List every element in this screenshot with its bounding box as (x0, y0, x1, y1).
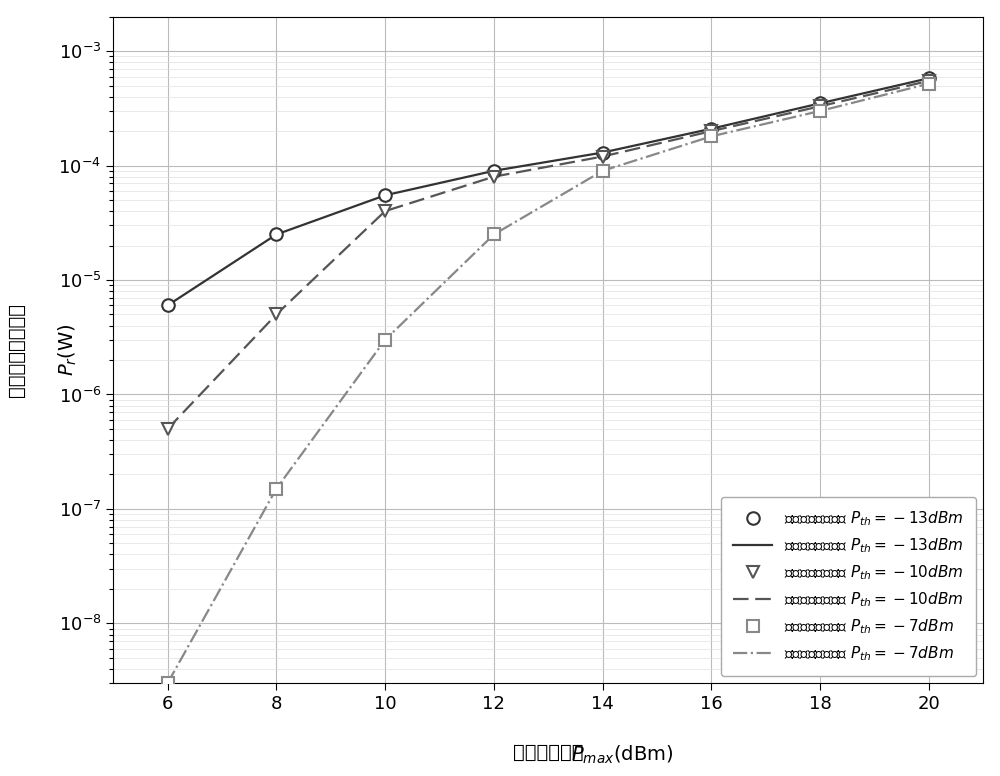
Text: 平均能量收割功率: 平均能量收割功率 (7, 303, 26, 397)
Text: $P_r$(W): $P_r$(W) (57, 324, 79, 376)
Text: $P_{max}$(dBm): $P_{max}$(dBm) (571, 743, 673, 766)
Text: 最大发射功率: 最大发射功率 (513, 743, 584, 762)
Legend: 仿真得到的结果， $P_{th}=-13dBm$, 理论分析的结果， $P_{th}=-13dBm$, 仿真得到的结果， $P_{th}=-10dBm$, 理论: 仿真得到的结果， $P_{th}=-13dBm$, 理论分析的结果， $P_{t… (721, 497, 976, 676)
